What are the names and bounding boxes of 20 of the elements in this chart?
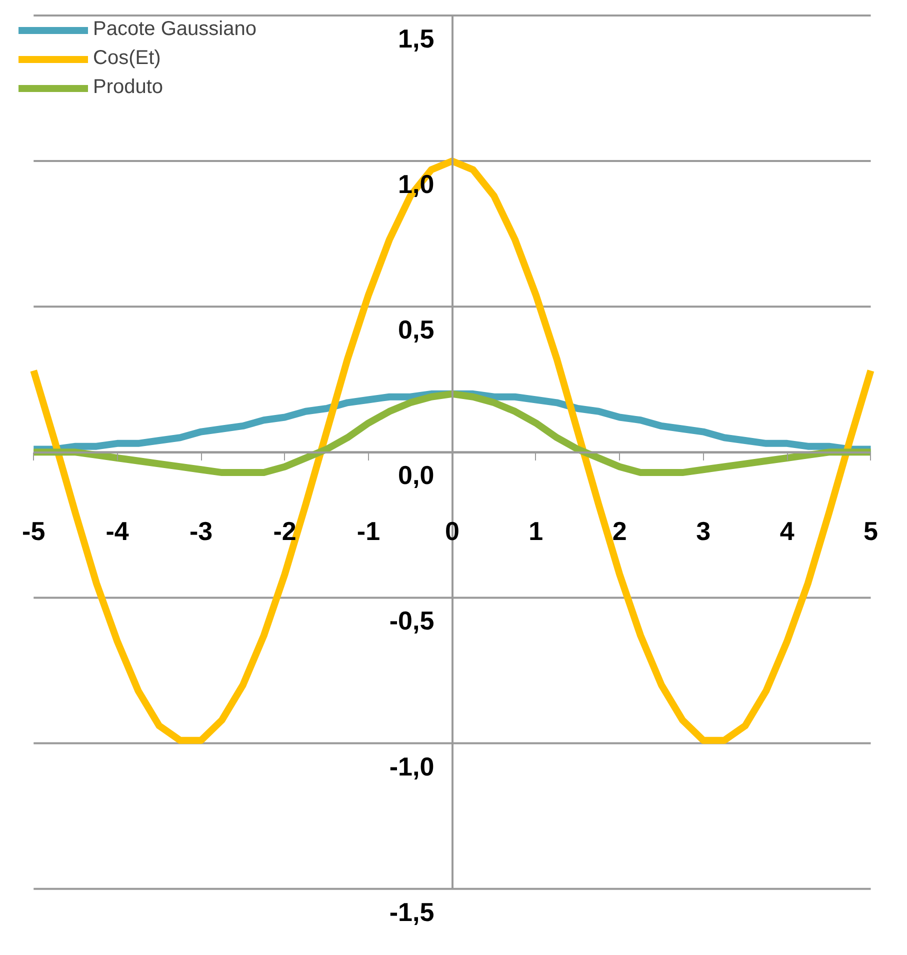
x-tick-label: -4 bbox=[106, 516, 130, 546]
x-tick-label: 1 bbox=[528, 516, 544, 546]
x-tick-label: 3 bbox=[696, 516, 711, 546]
legend-label: Pacote Gaussiano bbox=[93, 18, 256, 41]
y-tick-label: 0,0 bbox=[398, 460, 434, 490]
y-tick-label: -1,5 bbox=[389, 896, 434, 927]
y-tick-label: -1,0 bbox=[389, 751, 434, 782]
y-tick-label: 0,5 bbox=[398, 314, 434, 345]
legend-label: Cos(Et) bbox=[93, 47, 161, 70]
legend-label: Produto bbox=[93, 76, 164, 99]
y-tick-label: -0,5 bbox=[389, 606, 434, 636]
x-tick-label: 2 bbox=[612, 516, 627, 546]
x-tick-label: -2 bbox=[273, 516, 296, 546]
x-tick-label: 5 bbox=[864, 516, 878, 546]
y-tick-label: 1,5 bbox=[398, 23, 434, 54]
x-tick-label: -5 bbox=[22, 516, 46, 546]
x-tick-label: -3 bbox=[189, 516, 213, 546]
x-tick-label: -1 bbox=[356, 516, 380, 546]
x-tick-label: 0 bbox=[444, 516, 460, 546]
x-tick-label: 4 bbox=[780, 516, 795, 546]
